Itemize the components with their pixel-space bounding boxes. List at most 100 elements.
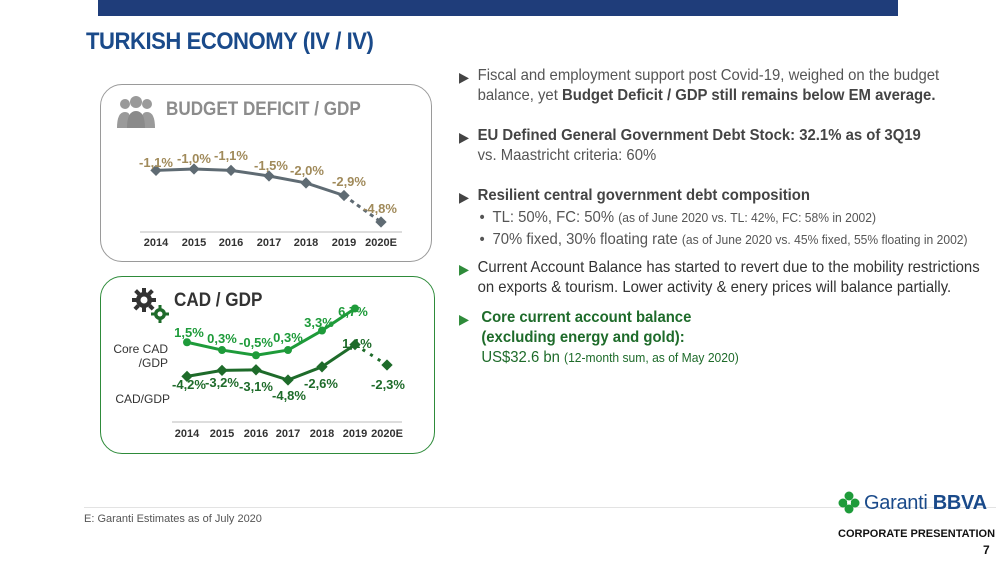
bullet-1-bold: Budget Deficit / GDP still remains below…: [561, 87, 936, 104]
bullet-3-sub-2-main: 70% fixed, 30% floating rate: [492, 231, 682, 248]
cad-x-tick-label: 2016: [244, 428, 268, 440]
budget-point: [338, 189, 350, 202]
corporate-presentation-label: CORPORATE PRESENTATION: [838, 528, 996, 540]
budget-data-label: -4,8%: [363, 201, 397, 216]
cad-line-segment: [321, 343, 356, 369]
logo-text-light: Garanti: [864, 491, 933, 514]
bullet-5-value: US$32.6 bn: [481, 349, 565, 366]
triangle-arrow-icon: ▶: [459, 189, 470, 205]
budget-x-tick-label: 2014: [144, 237, 169, 249]
budget-point: [263, 170, 275, 182]
bullet-2: ▶ EU Defined General Government Debt Sto…: [459, 126, 998, 166]
gears-icon: [132, 288, 169, 323]
cad-point: [316, 361, 328, 373]
core-cad-point: [284, 346, 292, 355]
top-accent-bar: [98, 0, 898, 16]
bullet-4: ▶ Current Account Balance has started to…: [459, 258, 998, 298]
garanti-bbva-logo: Garanti BBVA: [838, 491, 987, 515]
core-cad-line-segment: [287, 329, 323, 352]
cad-data-label: -4,2%: [172, 377, 206, 392]
budget-point: [150, 164, 162, 177]
bullet-3-sub-1-small: (as of June 2020 vs. TL: 42%, FC: 58% in…: [618, 210, 877, 225]
legend-cad-text: CAD/GDP: [115, 392, 170, 406]
budget-x-tick-label: 2019: [332, 237, 356, 249]
cad-line-segment: [287, 365, 323, 382]
logo-text: Garanti BBVA: [864, 492, 987, 515]
legend-cad: CAD/GDP: [108, 392, 170, 406]
core-cad-point: [318, 326, 326, 335]
logo-text-bold: BBVA: [932, 491, 987, 514]
budget-line-segment: [230, 168, 270, 178]
cad-point: [181, 370, 193, 383]
bullet-3-bold: Resilient central government debt compos…: [477, 187, 810, 204]
budget-point: [225, 164, 237, 177]
cad-line-segment: [186, 368, 223, 378]
page-title: TURKISH ECONOMY (IV / IV): [86, 28, 374, 55]
bullet-5-bold: Core current account balance (excluding …: [481, 309, 692, 346]
budget-data-label: -1,5%: [254, 158, 288, 173]
legend-core-cad-text: Core CAD /GDP: [113, 342, 168, 370]
budget-x-tick-label: 2020E: [365, 237, 397, 249]
page-number: 7: [983, 543, 990, 557]
core-cad-data-label: 0,3%: [207, 331, 237, 346]
budget-data-label: -2,0%: [290, 163, 324, 178]
bullet-dot-icon: •: [479, 231, 485, 248]
cad-x-tick-label: 2015: [210, 428, 234, 440]
cad-card: [100, 276, 435, 454]
budget-x-tick-label: 2016: [219, 237, 243, 249]
cad-data-label: -3,1%: [239, 379, 273, 394]
cad-line-segment: [255, 368, 289, 382]
cad-point: [282, 374, 294, 386]
budget-deficit-title: BUDGET DEFICIT / GDP: [166, 99, 361, 120]
budget-line-segment: [193, 167, 232, 172]
cad-data-label: -2,6%: [304, 376, 338, 391]
footer-divider: [84, 507, 996, 508]
cad-point: [216, 364, 228, 377]
cad-data-label: 1,1%: [342, 336, 372, 351]
triangle-arrow-icon: ▶: [459, 311, 470, 327]
core-cad-data-label: 1,5%: [174, 325, 204, 340]
legend-core-cad: Core CAD /GDP: [110, 342, 168, 370]
cad-x-tick-label: 2018: [310, 428, 334, 440]
bullet-3-sub-1: • TL: 50%, FC: 50% (as of June 2020 vs. …: [478, 208, 999, 228]
budget-data-label: -2,9%: [332, 174, 366, 189]
core-cad-point: [252, 351, 260, 360]
budget-x-tick-label: 2015: [182, 237, 206, 249]
cad-x-tick-label: 2019: [343, 428, 367, 440]
bullet-dot-icon: •: [479, 209, 485, 226]
budget-data-label: -1,0%: [177, 151, 211, 166]
core-cad-line-segment: [186, 340, 223, 352]
budget-line-segment: [268, 174, 307, 185]
people-icon: [117, 96, 155, 128]
cad-point: [381, 359, 393, 371]
triangle-arrow-icon: ▶: [459, 261, 470, 277]
cad-x-tick-label: 2014: [175, 428, 200, 440]
clover-logo-icon: [838, 491, 860, 514]
cad-point: [250, 364, 262, 376]
budget-point: [300, 177, 312, 189]
core-cad-line-segment: [255, 348, 289, 357]
core-cad-point: [183, 338, 191, 347]
bullet-1: ▶ Fiscal and employment support post Cov…: [459, 66, 998, 106]
cad-line-estimate-segment: [354, 343, 388, 367]
triangle-arrow-icon: ▶: [459, 129, 470, 145]
bullet-3: ▶ Resilient central government debt comp…: [459, 186, 998, 250]
triangle-arrow-icon: ▶: [459, 69, 470, 85]
core-cad-data-label: 6,7%: [338, 304, 368, 319]
bullet-5: ▶ Core current account balance (excludin…: [459, 308, 1000, 368]
core-cad-data-label: 0,3%: [273, 330, 303, 345]
core-cad-line-segment: [321, 307, 356, 332]
budget-point: [188, 163, 200, 175]
bullet-3-sub-2-small: (as of June 2020 vs. 45% fixed, 55% floa…: [681, 232, 968, 247]
bullet-3-sub-2: • 70% fixed, 30% floating rate (as of Ju…: [478, 230, 999, 250]
cad-point: [349, 338, 361, 351]
core-cad-line-segment: [221, 348, 257, 357]
cad-data-label: -4,8%: [272, 388, 306, 403]
budget-line-segment: [305, 181, 345, 197]
budget-x-tick-label: 2017: [257, 237, 281, 249]
cad-data-label: -2,3%: [371, 377, 405, 392]
bullet-3-sub-1-main: TL: 50%, FC: 50%: [492, 209, 619, 226]
budget-line-segment: [155, 167, 195, 172]
cad-data-label: -3,2%: [205, 375, 239, 390]
